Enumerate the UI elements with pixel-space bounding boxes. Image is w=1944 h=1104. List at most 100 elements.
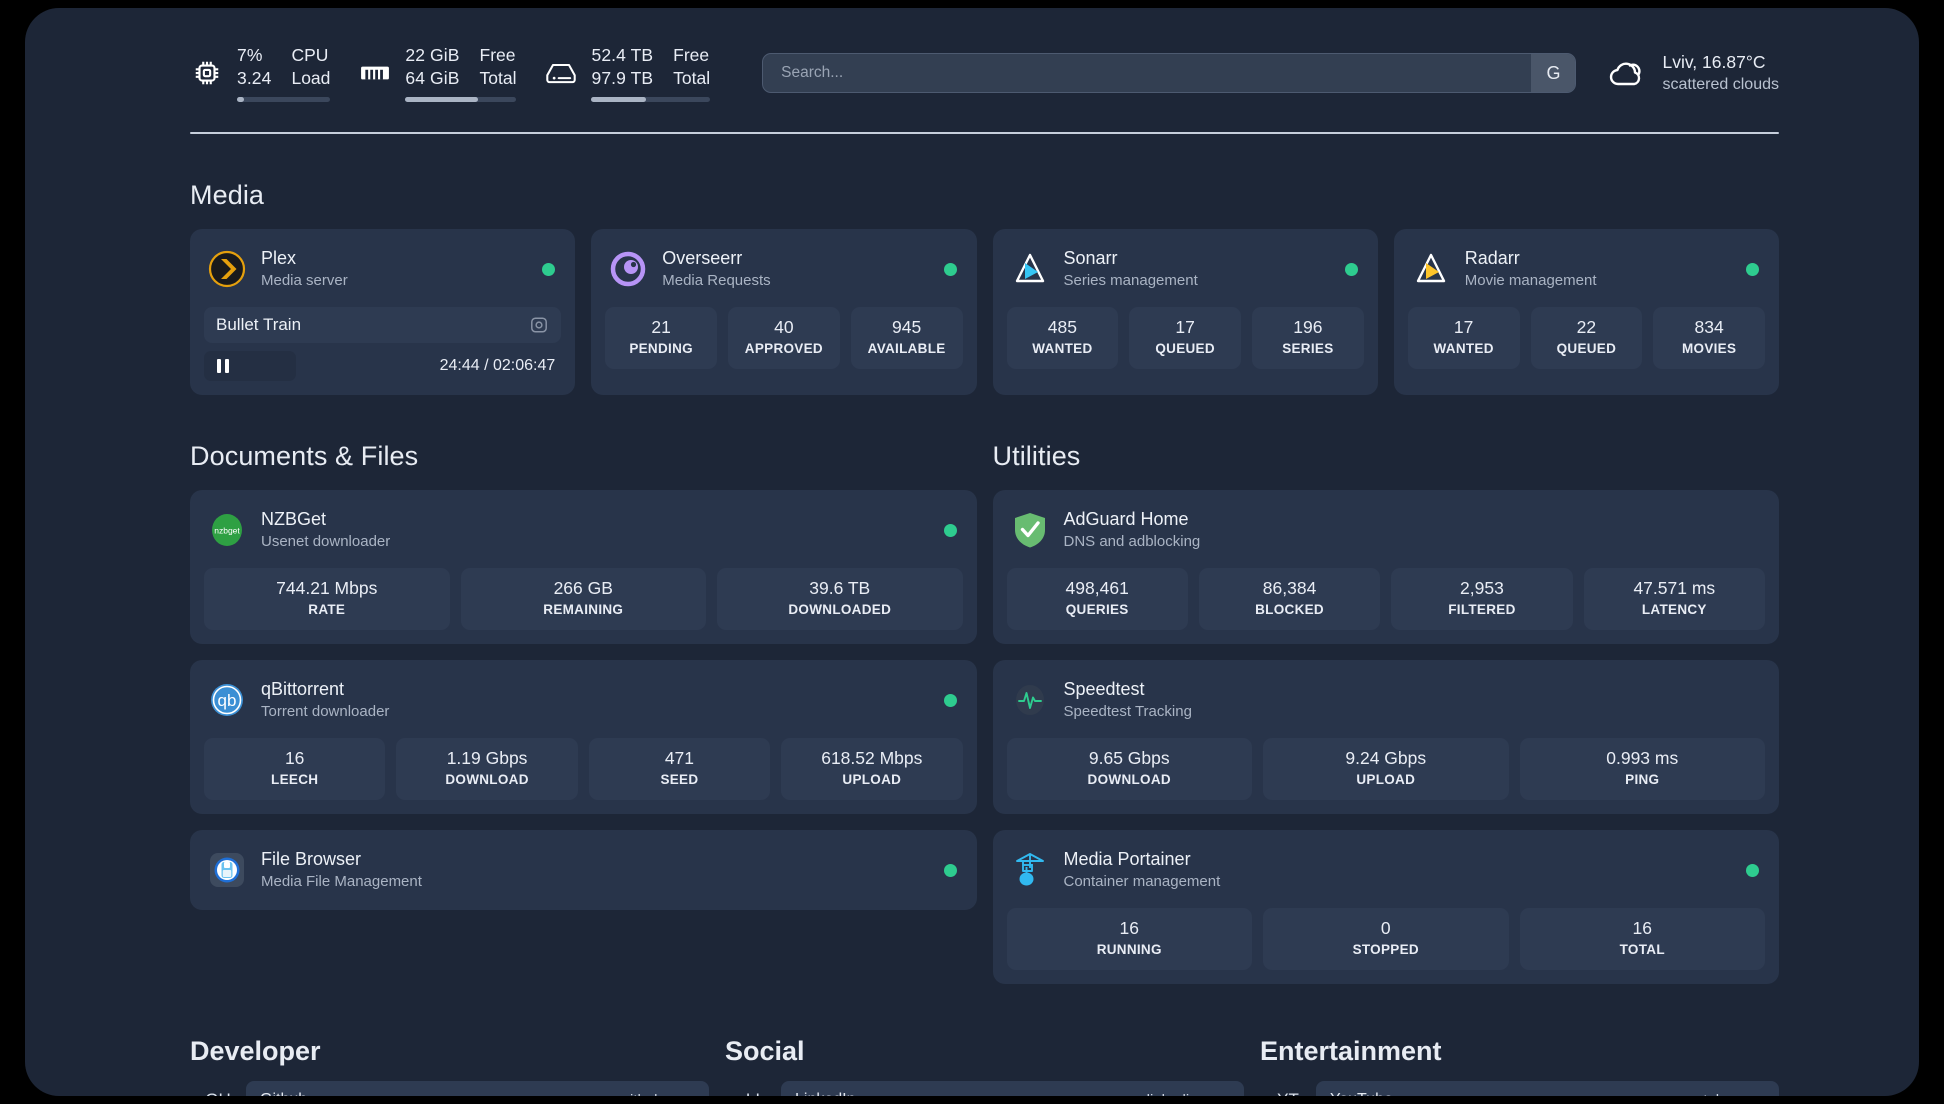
stat-key: PENDING xyxy=(629,341,693,356)
stat-value: 618.52 Mbps xyxy=(821,748,923,768)
service-card-overseerr[interactable]: Overseerr Media Requests 21 PENDING 40 A… xyxy=(591,229,977,395)
cpu-label-1: CPU xyxy=(291,45,329,65)
adguard-icon xyxy=(1011,511,1049,549)
stat-item: 9.65 Gbps DOWNLOAD xyxy=(1006,738,1252,800)
weather-location-temp: Lviv, 16.87°C xyxy=(1662,51,1766,72)
weather-widget: Lviv, 16.87°C scattered clouds xyxy=(1606,51,1779,96)
bookmark-link[interactable]: Github github.com xyxy=(246,1081,709,1096)
service-card-qbittorrent[interactable]: qb qBittorrent Torrent downloader 16 LEE… xyxy=(190,660,977,814)
status-badge xyxy=(1746,262,1759,276)
service-card-sonarr[interactable]: Sonarr Series management 485 WANTED 17 Q… xyxy=(992,229,1378,395)
stat-key: WANTED xyxy=(1433,341,1494,356)
stat-key: STOPPED xyxy=(1352,942,1419,957)
cpu-widget: 7% 3.24 CPU Load xyxy=(190,44,331,102)
status-badge xyxy=(542,262,556,276)
service-card-file-browser[interactable]: File Browser Media File Management xyxy=(190,830,977,910)
stat-item: 498,461 QUERIES xyxy=(1006,568,1188,630)
bookmark-item[interactable]: LI LinkedIn linkedin.com xyxy=(725,1081,1244,1096)
nzbget-icon: nzbget xyxy=(208,511,246,549)
memory-progress-bar xyxy=(405,97,517,102)
stat-value: 22 xyxy=(1576,317,1597,337)
stat-key: MOVIES xyxy=(1681,341,1737,356)
pause-icon[interactable] xyxy=(204,351,296,381)
stat-row: 21 PENDING 40 APPROVED 945 AVAILABLE xyxy=(605,307,963,369)
service-card-media-portainer[interactable]: Media Portainer Container management 16 … xyxy=(992,830,1779,984)
search-input[interactable] xyxy=(763,54,1532,92)
section-title-media: Media xyxy=(190,180,265,210)
stat-value: 9.24 Gbps xyxy=(1345,748,1427,768)
service-card-nzbget[interactable]: nzbget NZBGet Usenet downloader 744.21 M… xyxy=(190,490,977,644)
stat-value: 196 xyxy=(1293,317,1323,337)
stat-key: QUEUED xyxy=(1155,341,1215,356)
overseerr-icon xyxy=(609,250,647,288)
stat-item: 16 TOTAL xyxy=(1519,908,1765,970)
svg-text:nzbget: nzbget xyxy=(214,526,240,536)
stat-key: RATE xyxy=(308,602,346,617)
bookmark-abbr: LI xyxy=(725,1081,781,1096)
stat-item: 485 WANTED xyxy=(1006,307,1119,369)
cpu-load-value: 3.24 xyxy=(237,68,272,88)
status-badge xyxy=(1344,262,1358,276)
stat-item: 22 QUEUED xyxy=(1530,307,1643,369)
bookmark-abbr: GH xyxy=(190,1081,246,1096)
bookmark-link[interactable]: LinkedIn linkedin.com xyxy=(781,1081,1244,1096)
status-badge xyxy=(943,523,957,537)
service-subtitle: Torrent downloader xyxy=(261,703,390,720)
stat-key: UPLOAD xyxy=(842,772,902,787)
speedtest-icon xyxy=(1011,681,1049,719)
service-card-plex[interactable]: Plex Media server Bullet Train xyxy=(190,229,576,395)
bookmark-item[interactable]: YT YouTube youtube.com xyxy=(1260,1081,1779,1096)
stat-value: 17 xyxy=(1453,317,1474,337)
weather-condition: scattered clouds xyxy=(1662,75,1779,93)
bookmark-name: YouTube xyxy=(1330,1091,1393,1096)
stat-key: LEECH xyxy=(271,772,319,787)
stat-item: 618.52 Mbps UPLOAD xyxy=(781,738,963,800)
stat-value: 0 xyxy=(1380,918,1391,938)
disk-widget: 52.4 TB 97.9 TB Free Total xyxy=(544,44,711,102)
search-provider-button[interactable]: G xyxy=(1531,54,1576,92)
portainer-icon xyxy=(1011,851,1049,889)
stat-key: UPLOAD xyxy=(1356,772,1416,787)
stat-item: 17 QUEUED xyxy=(1129,307,1241,369)
dashboard-page: 7% 3.24 CPU Load xyxy=(25,8,1919,1096)
stat-item: 40 APPROVED xyxy=(728,307,840,369)
service-card-adguard-home[interactable]: AdGuard Home DNS and adblocking 498,461 … xyxy=(992,490,1779,644)
service-name: File Browser xyxy=(261,849,362,869)
stat-value: 86,384 xyxy=(1262,578,1317,598)
stat-key: LATENCY xyxy=(1641,602,1707,617)
stat-key: SERIES xyxy=(1282,341,1334,356)
service-subtitle: Movie management xyxy=(1464,272,1597,289)
stat-item: 1.19 Gbps DOWNLOAD xyxy=(396,738,578,800)
disk-free-value: 52.4 TB xyxy=(591,45,654,65)
disk-total-value: 97.9 TB xyxy=(591,68,654,88)
status-badge xyxy=(943,863,957,877)
stat-item: 16 RUNNING xyxy=(1006,908,1252,970)
stat-value: 2,953 xyxy=(1460,578,1504,598)
stat-value: 0.993 ms xyxy=(1606,748,1679,768)
stat-row: 17 WANTED 22 QUEUED 834 MOVIES xyxy=(1407,307,1765,369)
status-badge xyxy=(943,262,957,276)
stat-key: DOWNLOADED xyxy=(788,602,892,617)
column-utilities: Utilities AdGuard Home DNS and adblockin… xyxy=(992,395,1779,984)
service-name: Sonarr xyxy=(1063,248,1118,268)
ram-icon xyxy=(358,56,392,90)
cpu-progress-bar xyxy=(237,97,331,102)
bookmark-link[interactable]: YouTube youtube.com xyxy=(1316,1081,1779,1096)
service-name: Overseerr xyxy=(662,248,743,268)
stat-item: 0 STOPPED xyxy=(1263,908,1509,970)
memory-widget: 22 GiB 64 GiB Free Total xyxy=(358,44,517,102)
bookmarks-section: Developer GH Github github.com SO StackO… xyxy=(190,1036,1779,1096)
service-card-radarr[interactable]: Radarr Movie management 17 WANTED 22 QUE… xyxy=(1393,229,1779,395)
bookmark-item[interactable]: GH Github github.com xyxy=(190,1081,709,1096)
stat-item: 0.993 ms PING xyxy=(1519,738,1765,800)
cloud-icon xyxy=(1606,52,1648,94)
stat-row: 485 WANTED 17 QUEUED 196 SERIES xyxy=(1006,307,1364,369)
cast-icon[interactable] xyxy=(529,315,549,335)
service-card-speedtest[interactable]: Speedtest Speedtest Tracking 9.65 Gbps D… xyxy=(992,660,1779,814)
stat-value: 945 xyxy=(892,317,922,337)
stat-row: 16 LEECH 1.19 Gbps DOWNLOAD 471 SEED 6 xyxy=(204,738,963,800)
playback-time: 24:44 / 02:06:47 xyxy=(439,357,556,374)
stat-key: DOWNLOAD xyxy=(1087,772,1171,787)
search-bar[interactable]: G xyxy=(762,53,1577,93)
top-bar: 7% 3.24 CPU Load xyxy=(190,38,1779,108)
